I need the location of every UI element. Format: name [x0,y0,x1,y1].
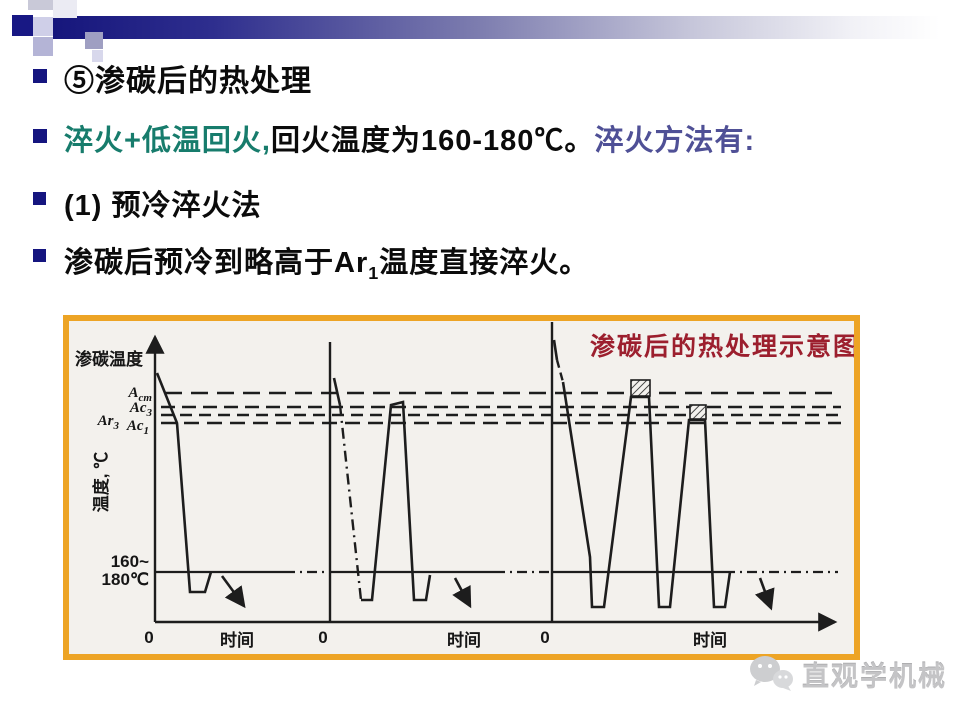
bullet-line-method-name: (1) 预冷淬火法 [64,182,944,224]
panel1-curve [155,372,246,609]
bullet-segment: 回火温度为160-180℃。 [271,125,595,157]
panel3-curve [552,339,775,611]
x-axis-label: 时间 [693,630,727,650]
ar3-label: Ar3 [97,413,120,432]
heat-treatment-diagram: 渗碳后的热处理示意图 [63,315,860,660]
decor-square-icon [53,0,77,18]
panel2-curve [332,377,472,609]
bullet-line-method-desc: 渗碳后预冷到略高于Ar1温度直接淬火。 [64,239,944,284]
bullet-segment: 淬火+低温回火, [64,125,271,157]
temper-range-label-line2: 180℃ [102,570,149,589]
decor-square-icon [85,32,103,49]
critical-temperature-lines [161,391,841,425]
slide-heading: ⑤渗碳后的热处理 [64,56,944,100]
decor-square-icon [28,0,53,10]
heading-text: ⑤渗碳后的热处理 [64,65,312,98]
watermark-text: 直观学机械 [802,661,947,692]
bullet-square-icon [33,192,46,205]
bullet-segment: 淬火方法有: [594,125,756,157]
bullet-segment: 温度直接淬火。 [379,247,590,279]
header-gradient-bar [53,16,940,39]
carburizing-temp-label: 渗碳温度 [75,349,144,369]
origin-label: 0 [144,628,153,647]
hold-hatch-box-icon [689,404,707,420]
ac3-label: Ac3 [129,400,153,419]
origin-label: 0 [540,628,549,647]
y-axis-label: 温度, ℃ [91,452,111,512]
hold-hatch-box-icon [630,379,651,397]
subscript-1: 1 [368,262,380,283]
bullet-square-icon [33,69,47,83]
x-axis-label: 时间 [220,630,254,650]
bullet-segment: (1) 预冷淬火法 [64,190,262,222]
diagram-title: 渗碳后的热处理示意图 [590,332,854,361]
bullet-line-quench-temper: 淬火+低温回火,回火温度为160-180℃。淬火方法有: [64,117,944,159]
origin-label: 0 [318,628,327,647]
ac1-label: Ac1 [126,418,149,437]
bullet-square-icon [33,129,47,143]
x-axis-label: 时间 [447,630,481,650]
bullet-square-icon [33,249,46,262]
decor-square-icon [12,15,33,36]
acm-label: Acm [128,385,153,404]
decor-square-icon [33,37,53,56]
decor-square-icon [33,17,53,36]
diagram-canvas: 渗碳后的热处理示意图 [75,322,854,650]
decor-square-icon [92,50,103,62]
temper-range-label-line1: 160~ [111,552,149,571]
watermark: 直观学机械 [748,653,947,695]
chat-bubbles-logo-icon [750,656,793,691]
bullet-segment: 渗碳后预冷到略高于Ar [64,247,369,279]
